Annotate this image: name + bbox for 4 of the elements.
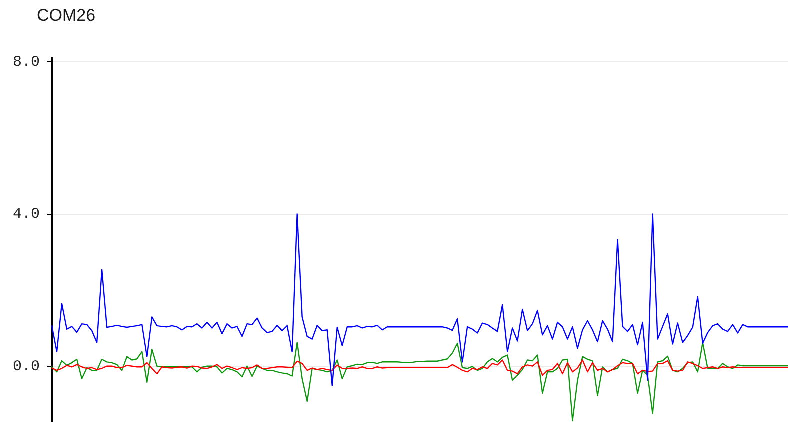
y-tick-label: 4.0: [12, 206, 40, 224]
y-tick-label: 8.0: [12, 54, 40, 71]
y-tick-label: 0.0: [12, 358, 40, 376]
chart-title: COM26: [37, 6, 96, 25]
